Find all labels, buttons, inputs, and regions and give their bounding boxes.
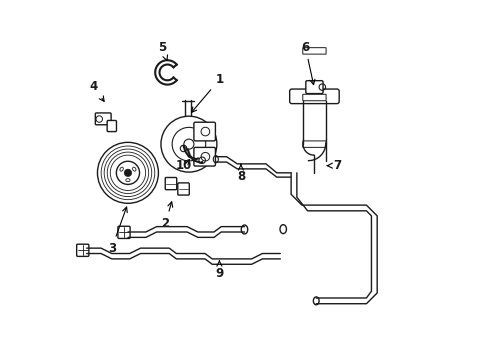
FancyBboxPatch shape	[302, 141, 325, 147]
FancyBboxPatch shape	[118, 226, 130, 238]
FancyBboxPatch shape	[194, 122, 215, 141]
FancyBboxPatch shape	[305, 81, 323, 94]
Text: 9: 9	[215, 261, 223, 280]
FancyBboxPatch shape	[302, 94, 325, 101]
FancyBboxPatch shape	[95, 113, 111, 125]
FancyBboxPatch shape	[77, 244, 89, 256]
Text: 2: 2	[161, 202, 172, 230]
Circle shape	[124, 169, 131, 176]
Text: 10: 10	[175, 159, 191, 172]
Text: 5: 5	[158, 41, 167, 60]
FancyBboxPatch shape	[178, 183, 189, 195]
Text: 6: 6	[301, 41, 314, 85]
FancyBboxPatch shape	[289, 89, 339, 104]
Text: 3: 3	[107, 207, 127, 255]
Text: 1: 1	[191, 73, 223, 112]
Text: 4: 4	[90, 80, 104, 102]
Text: 8: 8	[236, 164, 244, 183]
FancyBboxPatch shape	[194, 147, 215, 166]
FancyBboxPatch shape	[302, 48, 325, 54]
Text: 7: 7	[326, 159, 341, 172]
FancyBboxPatch shape	[107, 121, 116, 132]
FancyBboxPatch shape	[165, 177, 176, 190]
